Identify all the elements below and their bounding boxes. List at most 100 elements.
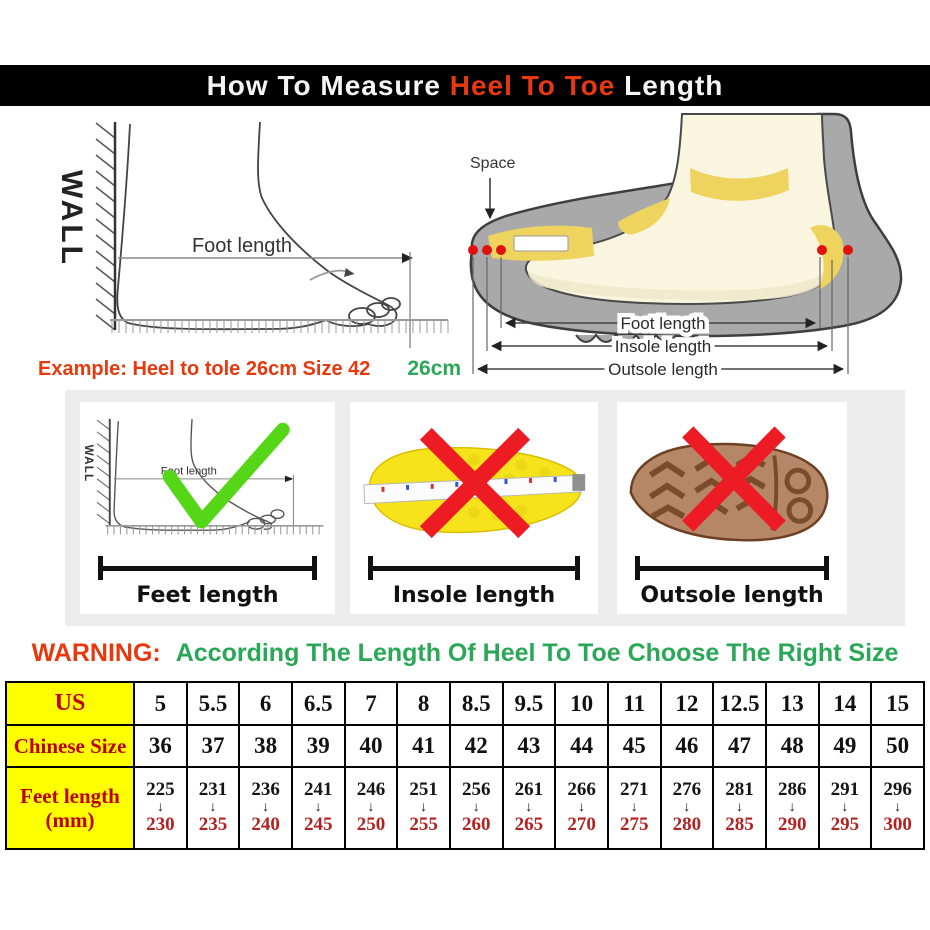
range-from: 251 <box>409 779 438 801</box>
mini-foot-outline <box>113 419 285 531</box>
size-cell: 38 <box>238 724 293 768</box>
range-from: 236 <box>251 779 280 801</box>
range-from: 291 <box>830 779 860 801</box>
range-cell: 236 ↓ 240 <box>238 766 293 850</box>
check-icon <box>162 422 290 529</box>
dimension-lines <box>476 317 845 375</box>
range-cell: 286 ↓ 290 <box>764 766 820 850</box>
panel-outsole-length-label: Outsole length <box>640 583 824 608</box>
panel-feet-length: WALL Foot length <box>80 402 335 614</box>
range-cell: 251 ↓ 255 <box>396 766 451 850</box>
size-cell: 44 <box>554 724 609 768</box>
down-arrow-icon: ↓ <box>209 800 217 815</box>
size-cell: 48 <box>764 724 820 768</box>
mini-wall-hatching-icon <box>96 419 111 525</box>
range-to: 275 <box>619 814 649 835</box>
outsole-length-art <box>629 426 829 542</box>
range-from: 296 <box>883 779 912 801</box>
size-cell: 6.5 <box>290 681 346 726</box>
range-from: 276 <box>672 779 702 801</box>
range-to: 270 <box>567 814 596 835</box>
range-cell: 231 ↓ 235 <box>185 766 241 850</box>
panel-outsole-length: Outsole length <box>617 402 847 614</box>
down-arrow-icon: ↓ <box>525 800 533 815</box>
example-row: Example: Heel to tole 26cm Size 42 26cm <box>38 357 461 381</box>
range-cell: 261 ↓ 265 <box>501 766 557 850</box>
down-arrow-icon: ↓ <box>788 800 796 815</box>
cross-icon <box>682 426 786 532</box>
range-from: 256 <box>462 779 491 801</box>
warning-message: According The Length Of Heel To Toe Choo… <box>175 639 899 667</box>
foot-length-label: Foot length <box>192 235 292 257</box>
range-cell: 271 ↓ 275 <box>606 766 662 850</box>
panel-insole-length: Insole length <box>350 402 598 614</box>
measure-point-dots <box>468 245 853 255</box>
wall-label: WALL <box>55 170 88 267</box>
size-cell: 6 <box>238 681 293 726</box>
down-arrow-icon: ↓ <box>630 800 638 815</box>
range-from: 286 <box>777 779 807 801</box>
size-cell: 10 <box>554 681 609 726</box>
range-to: 290 <box>777 814 807 835</box>
range-from: 225 <box>146 779 175 801</box>
foot-shading <box>528 268 832 301</box>
range-cell: 246 ↓ 250 <box>343 766 399 850</box>
row-header-chinese-size: Chinese Size <box>5 724 135 768</box>
down-arrow-icon: ↓ <box>262 800 270 815</box>
shoe-insole-patches <box>488 168 844 290</box>
range-from: 241 <box>304 779 333 801</box>
measure-bracket <box>368 556 580 580</box>
size-cell: 45 <box>606 724 662 768</box>
range-cell: 266 ↓ 270 <box>554 766 609 850</box>
size-cell: 9.5 <box>501 681 557 726</box>
title-highlight: Heel To Toe <box>449 69 616 101</box>
down-arrow-icon: ↓ <box>736 800 744 815</box>
title-prefix: How To Measure <box>206 69 450 101</box>
range-to: 260 <box>462 814 491 835</box>
range-cell: 225 ↓ 230 <box>133 766 188 850</box>
size-table: US 5 5.5 6 6.5 7 8 8.5 9.5 10 11 12 12.5 13 14 15 Chin… <box>5 681 925 850</box>
size-cell: 15 <box>870 681 925 726</box>
space-annotation: Space <box>470 155 515 220</box>
table-row-chinese-size: Chinese Size 36 37 38 39 40 41 42 43 44 45 46 47 48 4… <box>5 724 925 768</box>
range-to: 245 <box>304 814 333 835</box>
range-to: 255 <box>409 814 438 835</box>
range-from: 246 <box>356 779 386 801</box>
down-arrow-icon: ↓ <box>156 800 164 815</box>
range-from: 281 <box>725 779 754 801</box>
ruler-icon <box>110 319 449 333</box>
mini-wall-label: WALL <box>82 445 95 483</box>
insole-length-art <box>363 427 586 539</box>
shoe-outsole-length-label: Outsole length <box>608 360 718 379</box>
size-cell: 50 <box>870 724 925 768</box>
range-cell: 291 ↓ 295 <box>817 766 873 850</box>
wall-hatching-icon <box>95 122 116 331</box>
panel-feet-length-label: Feet length <box>136 583 279 608</box>
wall-measure-diagram: WALL Foot length <box>55 121 449 348</box>
size-cell: 39 <box>290 724 346 768</box>
range-cell: 241 ↓ 245 <box>290 766 346 850</box>
size-cell: 8.5 <box>448 681 504 726</box>
range-to: 230 <box>146 814 175 835</box>
measure-bracket <box>635 556 829 580</box>
row-header-us: US <box>5 681 135 726</box>
shoe-foot-length-label: Foot length <box>620 314 705 333</box>
cross-icon <box>419 427 531 539</box>
size-cell: 36 <box>133 724 188 768</box>
range-to: 280 <box>672 814 702 835</box>
toe-slot <box>513 235 569 252</box>
size-cell: 5.5 <box>185 681 241 726</box>
table-row-us: US 5 5.5 6 6.5 7 8 8.5 9.5 10 11 12 12.5 13 14 15 <box>5 681 925 726</box>
size-cell: 13 <box>764 681 820 726</box>
panel-insole-length-label: Insole length <box>392 583 556 608</box>
warning-line: WARNING: According The Length Of Heel To … <box>0 639 930 668</box>
down-arrow-icon: ↓ <box>578 800 586 815</box>
size-cell: 5 <box>133 681 188 726</box>
size-cell: 42 <box>448 724 504 768</box>
range-to: 250 <box>356 814 386 835</box>
size-cell: 40 <box>343 724 399 768</box>
down-arrow-icon: ↓ <box>367 800 375 815</box>
range-to: 295 <box>830 814 860 835</box>
range-to: 300 <box>883 814 912 835</box>
